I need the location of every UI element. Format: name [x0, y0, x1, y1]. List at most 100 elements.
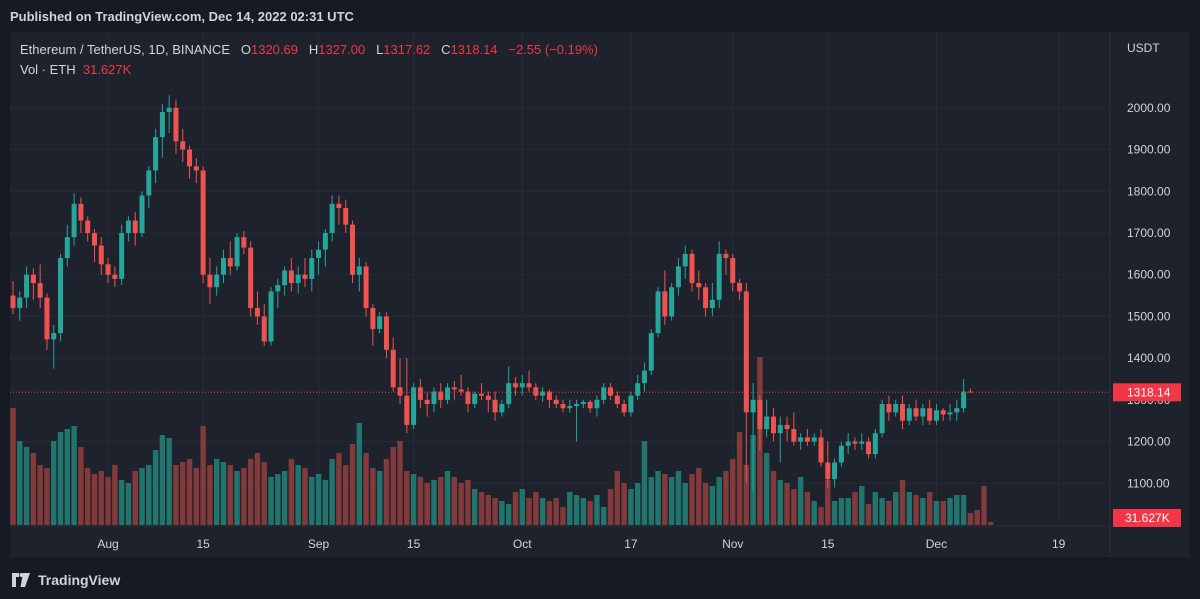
- candle: [621, 399, 627, 417]
- chart-frame[interactable]: 1100.001200.001300.001400.001500.001600.…: [10, 32, 1190, 557]
- volume-bar: [743, 465, 750, 525]
- volume-bar: [376, 471, 383, 525]
- x-tick-label: Oct: [513, 537, 532, 551]
- candle-body: [601, 387, 607, 400]
- candle: [288, 258, 294, 292]
- candle: [187, 145, 193, 179]
- candle-body: [24, 274, 30, 298]
- candle-body: [200, 170, 206, 275]
- candle-body: [770, 416, 776, 434]
- candle-body: [682, 253, 688, 267]
- candle-body: [485, 395, 491, 400]
- volume-label[interactable]: Vol · ETH: [20, 62, 76, 77]
- candle-body: [580, 401, 586, 405]
- candle-body: [757, 399, 763, 430]
- open-label: O: [240, 42, 251, 57]
- volume-bar: [451, 477, 458, 525]
- volume-bar: [539, 498, 546, 525]
- volume-bar: [478, 492, 485, 525]
- candle-body: [187, 149, 193, 167]
- candle: [411, 383, 417, 430]
- volume-bar: [621, 483, 627, 525]
- candle: [703, 283, 709, 317]
- volume-bar: [940, 501, 946, 525]
- candle: [458, 374, 464, 396]
- candle-body: [465, 391, 471, 405]
- candle-body: [166, 107, 172, 113]
- symbol-title[interactable]: Ethereum / TetherUS, 1D, BINANCE: [20, 42, 231, 57]
- volume-bar: [370, 468, 376, 525]
- volume-bar: [512, 492, 519, 525]
- candle-body: [689, 253, 695, 284]
- volume-bar: [533, 492, 539, 525]
- candle: [669, 283, 675, 321]
- footer-brand[interactable]: TradingView: [38, 572, 121, 588]
- volume-bar: [322, 480, 329, 525]
- tradingview-logo-icon[interactable]: [10, 573, 32, 587]
- candle: [730, 253, 736, 292]
- candle-body: [961, 391, 967, 409]
- candle-body: [730, 258, 736, 284]
- candle: [261, 303, 267, 346]
- volume-bar: [988, 522, 994, 525]
- volume-bar: [628, 489, 634, 525]
- x-axis[interactable]: Aug 15 Sep 15 Oct 17 Nov 15 Dec 19: [97, 537, 1065, 551]
- volume-bar: [641, 441, 648, 525]
- candle-body: [703, 287, 709, 309]
- y-axis[interactable]: 1100.001200.001300.001400.001500.001600.…: [1127, 101, 1171, 490]
- volume-bar: [234, 471, 240, 525]
- volume-bar: [139, 468, 145, 525]
- candle-body: [302, 274, 308, 279]
- volume-bars: [10, 357, 994, 525]
- header-bar: Published on TradingView.com, Dec 14, 20…: [0, 0, 1200, 32]
- change-value: −2.55 (−0.19%): [508, 42, 598, 57]
- volume-bar: [166, 438, 172, 525]
- volume-bar: [859, 486, 865, 525]
- candle: [689, 249, 695, 292]
- candle: [506, 366, 512, 409]
- candle: [370, 303, 376, 346]
- volume-bar: [84, 468, 91, 525]
- volume-bar: [655, 471, 661, 525]
- volume-bar: [309, 477, 315, 525]
- volume-bar: [444, 471, 451, 525]
- candle-body: [51, 333, 57, 340]
- candle: [37, 264, 43, 309]
- candle-body: [818, 437, 824, 463]
- candle: [139, 191, 145, 238]
- volume-bar: [268, 477, 274, 525]
- candle: [811, 433, 817, 446]
- candle-body: [825, 462, 831, 480]
- candle: [295, 266, 301, 294]
- volume-bar: [180, 462, 186, 525]
- candle: [17, 291, 23, 321]
- volume-bar: [960, 495, 967, 525]
- candle-body: [933, 410, 939, 421]
- volume-bar: [349, 444, 356, 525]
- volume-bar: [241, 468, 247, 525]
- candle-body: [431, 391, 437, 405]
- candle: [784, 416, 790, 442]
- volume-bar: [777, 480, 783, 525]
- volume-bar: [553, 498, 559, 525]
- volume-bar: [159, 435, 166, 525]
- candle: [51, 324, 57, 369]
- volume-bar: [492, 498, 498, 525]
- candle-body: [105, 264, 111, 275]
- candle: [377, 312, 383, 334]
- volume-value: 31.627K: [82, 62, 132, 77]
- volume-bar: [227, 465, 233, 525]
- y-tick-label: 1200.00: [1127, 435, 1171, 449]
- candle: [961, 379, 967, 413]
- volume-bar: [763, 453, 770, 525]
- candle-body: [838, 445, 844, 463]
- candlestick-chart[interactable]: 1100.001200.001300.001400.001500.001600.…: [10, 32, 1190, 557]
- volume-bar: [125, 483, 132, 525]
- volume-bar: [675, 471, 682, 525]
- volume-bar: [791, 489, 797, 525]
- candle: [438, 383, 444, 409]
- volume-bar: [852, 492, 858, 525]
- volume-bar: [573, 495, 580, 525]
- volume-bar: [146, 465, 152, 525]
- candle: [580, 399, 586, 409]
